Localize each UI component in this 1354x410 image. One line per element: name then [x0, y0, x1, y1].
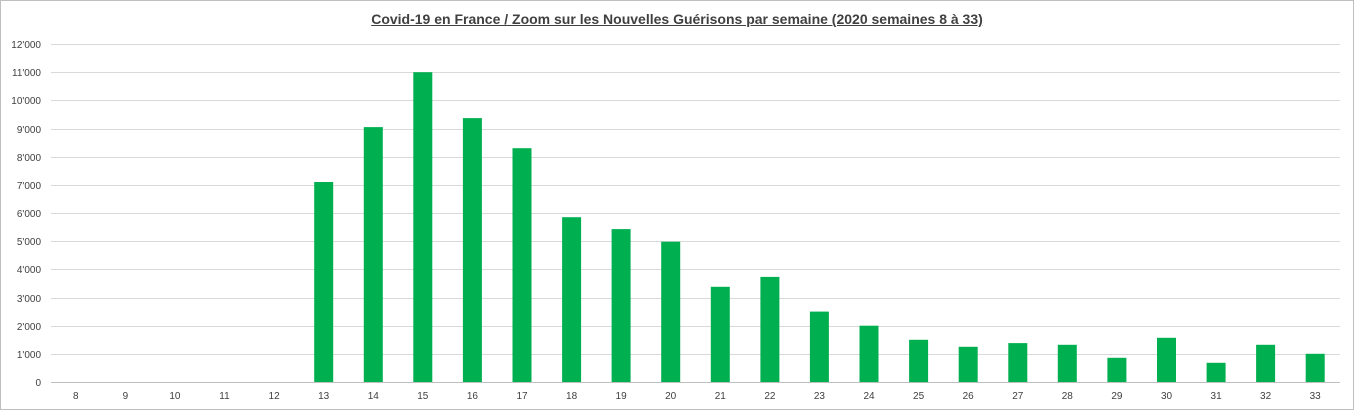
bar-week-20 — [661, 241, 681, 382]
y-tick-label: 5'000 — [17, 237, 42, 248]
bar-week-21 — [710, 286, 730, 382]
bars — [314, 72, 1325, 383]
y-tick-label: 7'000 — [17, 181, 42, 192]
bar-week-27 — [1008, 343, 1028, 382]
x-tick-label: 24 — [863, 391, 875, 402]
x-tick-label: 14 — [368, 391, 380, 402]
y-tick-label: 8'000 — [17, 153, 42, 164]
x-tick-label: 12 — [269, 391, 281, 402]
bar-week-33 — [1305, 353, 1325, 382]
bar-week-15 — [413, 72, 433, 382]
x-tick-label: 13 — [318, 391, 330, 402]
x-tick-label: 26 — [963, 391, 975, 402]
y-tick-label: 6'000 — [17, 209, 42, 220]
bar-week-22 — [760, 276, 780, 382]
x-axis-ticks: 8 9 10 11 12 13 14 15 16 17 18 19 20 21 22 23 24 25 26 27 28… — [73, 391, 1321, 402]
x-tick-label: 21 — [715, 391, 727, 402]
x-tick-label: 25 — [913, 391, 925, 402]
x-tick-label: 10 — [169, 391, 181, 402]
x-tick-label: 11 — [219, 391, 230, 402]
x-tick-label: 9 — [123, 391, 129, 402]
y-tick-label: 0 — [35, 378, 41, 389]
x-tick-label: 30 — [1161, 391, 1173, 402]
bar-week-32 — [1256, 344, 1276, 382]
x-tick-label: 28 — [1062, 391, 1074, 402]
x-tick-label: 18 — [566, 391, 578, 402]
chart-title: Covid-19 en France / Zoom sur les Nouvel… — [371, 11, 983, 27]
x-tick-label: 23 — [814, 391, 826, 402]
bar-week-18 — [562, 217, 582, 382]
gridlines — [51, 44, 1340, 383]
x-tick-label: 27 — [1012, 391, 1024, 402]
x-tick-label: 31 — [1211, 391, 1223, 402]
bar-week-17 — [512, 148, 532, 382]
x-tick-label: 33 — [1310, 391, 1322, 402]
x-tick-label: 15 — [417, 391, 429, 402]
y-tick-label: 12'000 — [11, 40, 41, 51]
bar-week-30 — [1157, 337, 1176, 382]
bar-week-25 — [909, 339, 929, 383]
bar-week-16 — [462, 118, 482, 382]
bar-week-23 — [809, 311, 829, 382]
y-axis-ticks: 0 1'000 2'000 3'000 4'000 5'000 6'000 7'000 8'00… — [11, 40, 41, 389]
y-tick-label: 10'000 — [11, 96, 41, 107]
bar-week-24 — [859, 325, 879, 382]
bar-week-28 — [1057, 344, 1077, 382]
y-tick-label: 1'000 — [17, 350, 42, 361]
x-tick-label: 29 — [1111, 391, 1123, 402]
y-tick-label: 2'000 — [17, 322, 42, 333]
x-tick-label: 16 — [467, 391, 479, 402]
bar-week-31 — [1206, 362, 1226, 382]
x-tick-label: 19 — [616, 391, 628, 402]
y-tick-label: 11'000 — [12, 68, 41, 79]
y-tick-label: 4'000 — [17, 265, 42, 276]
x-tick-label: 22 — [764, 391, 776, 402]
y-tick-label: 9'000 — [17, 125, 42, 136]
y-tick-label: 3'000 — [17, 294, 42, 305]
bar-week-13 — [314, 182, 334, 382]
bar-week-29 — [1107, 357, 1127, 382]
bar-week-14 — [363, 127, 383, 382]
bar-week-19 — [611, 229, 631, 382]
bar-week-26 — [958, 346, 978, 382]
x-tick-label: 20 — [665, 391, 677, 402]
x-tick-label: 17 — [516, 391, 528, 402]
x-tick-label: 8 — [73, 391, 79, 402]
x-tick-label: 32 — [1260, 391, 1272, 402]
